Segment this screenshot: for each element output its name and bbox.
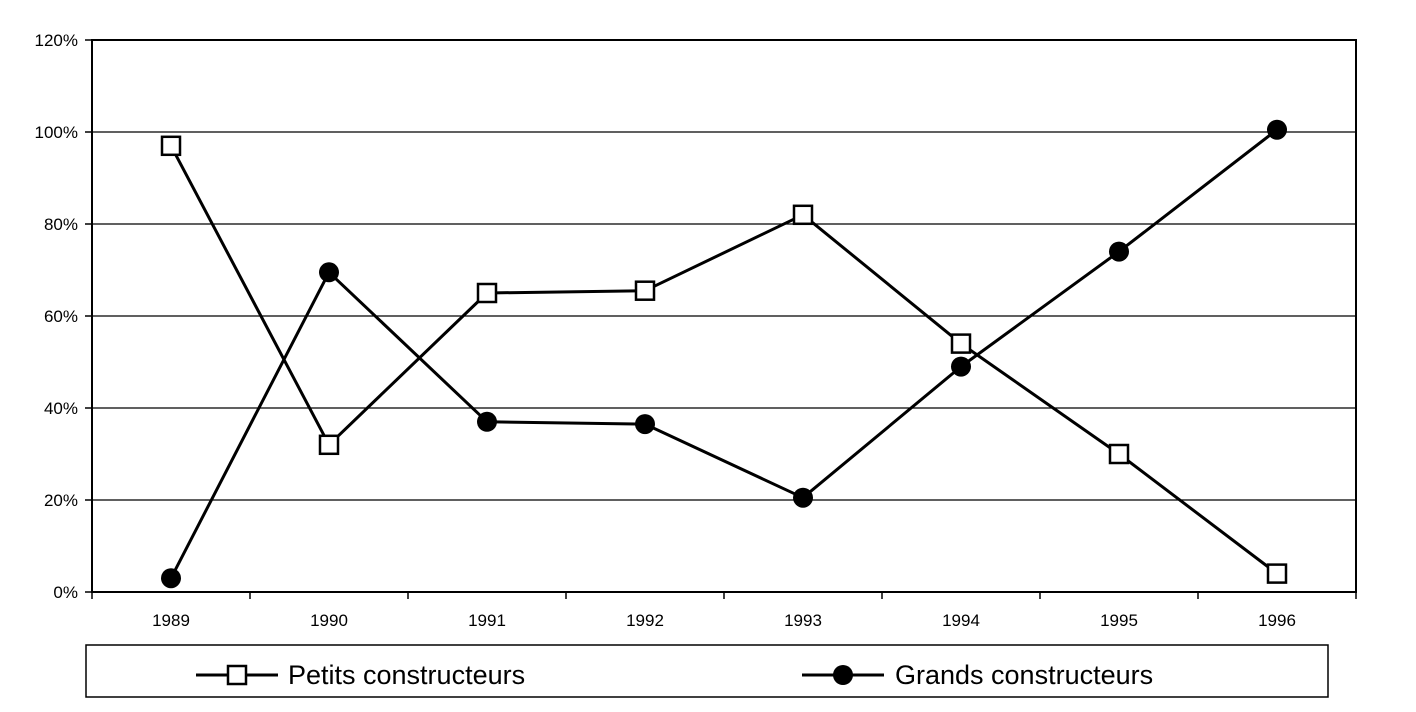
axes	[85, 39, 1357, 599]
x-tick-label: 1995	[1100, 611, 1138, 630]
series-line	[169, 145, 1278, 575]
legend-box	[85, 644, 1329, 698]
data-point-square	[1266, 563, 1288, 584]
grid-lines	[92, 131, 1356, 501]
series-1	[161, 119, 1287, 589]
x-tick-label: 1994	[942, 611, 980, 630]
data-point-square	[476, 282, 498, 304]
legend-label: Petits constructeurs	[288, 660, 525, 690]
data-point-square	[792, 204, 814, 226]
legend-marker-square	[226, 664, 248, 686]
y-tick-label: 120%	[35, 31, 78, 50]
legend-label: Grands constructeurs	[895, 660, 1153, 690]
series-line	[169, 128, 1278, 579]
x-tick-label: 1991	[468, 611, 506, 630]
y-tick-label: 80%	[44, 215, 78, 234]
y-tick-label: 0%	[53, 583, 78, 602]
series-0	[160, 135, 1288, 584]
data-point-square	[160, 135, 182, 157]
y-tick-label: 40%	[44, 399, 78, 418]
data-point-circle	[1109, 241, 1129, 262]
x-tick-labels: 1989 1990 1991 1992 1993 1994 1995 1996	[152, 611, 1296, 630]
data-point-circle	[161, 568, 181, 589]
legend-marker-circle	[833, 665, 853, 685]
legend: Petits constructeurs Grands constructeurs	[85, 644, 1329, 698]
x-tick-label: 1996	[1258, 611, 1296, 630]
data-point-circle	[635, 414, 655, 435]
y-tick-labels: 0% 20% 40% 60% 80% 100% 120%	[35, 31, 78, 602]
y-tick-label: 20%	[44, 491, 78, 510]
x-tick-label: 1993	[784, 611, 822, 630]
x-tick-label: 1992	[626, 611, 664, 630]
data-point-square	[950, 333, 972, 354]
data-point-square	[1108, 443, 1130, 465]
x-tick-label: 1989	[152, 611, 190, 630]
data-point-circle	[319, 262, 339, 283]
data-point-circle	[477, 411, 497, 432]
data-point-circle	[951, 356, 971, 377]
y-tick-label: 100%	[35, 123, 78, 142]
data-point-circle	[1267, 119, 1287, 140]
legend-item-1: Grands constructeurs	[802, 660, 1153, 690]
data-point-circle	[793, 487, 813, 508]
data-point-square	[318, 434, 340, 456]
data-point-square	[634, 280, 656, 301]
series	[160, 119, 1288, 589]
y-tick-label: 60%	[44, 307, 78, 326]
x-tick-label: 1990	[310, 611, 348, 630]
legend-item-0: Petits constructeurs	[196, 660, 525, 690]
